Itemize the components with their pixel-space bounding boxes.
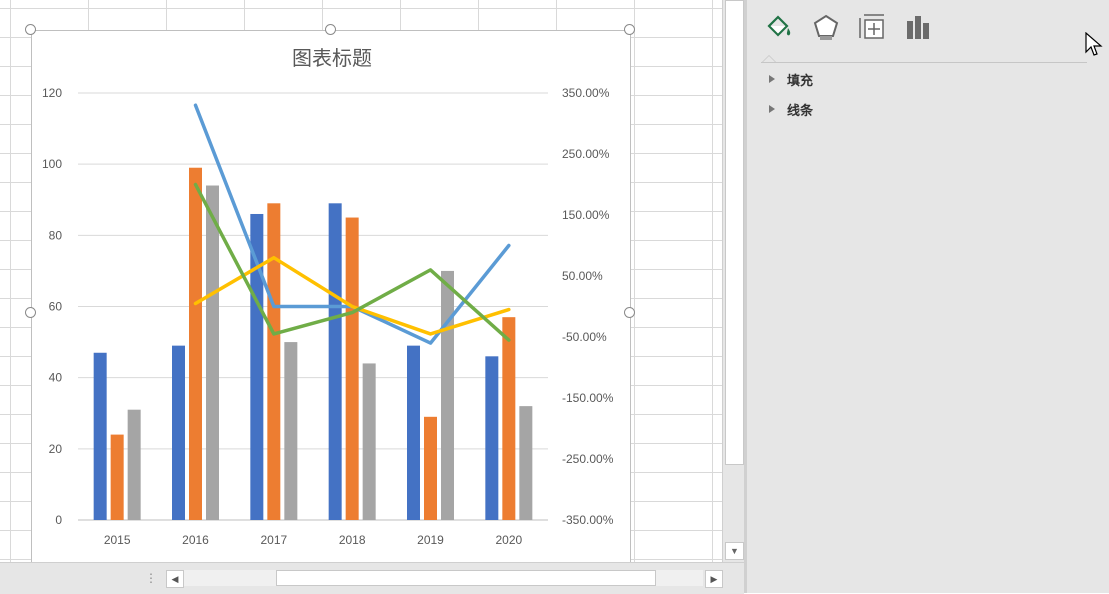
horizontal-scrollbar[interactable]: ⋮ ◀ ▶ [0,562,744,594]
bar [250,213,264,520]
mouse-pointer-icon [1085,32,1103,56]
section-line[interactable]: 线条 [769,99,813,119]
y-tick-label: 0 [55,513,62,527]
y-tick-label: 100 [42,157,62,171]
expand-triangle-icon [769,105,775,113]
bar [189,167,202,520]
vertical-scroll-thumb[interactable] [725,0,744,465]
format-pane: 填充 线条 [747,0,1109,593]
x-tick-label: 2016 [182,533,209,547]
bar [407,345,420,520]
tab-series-options[interactable] [903,12,933,46]
y2-tick-label: 250.00% [562,147,610,161]
bar [519,406,533,520]
y-tick-label: 20 [49,442,63,456]
y2-tick-label: -250.00% [562,452,614,466]
y-tick-label: 60 [49,300,63,314]
bar [284,342,298,520]
series-line [193,182,511,342]
scroll-down-button[interactable]: ▼ [725,542,744,560]
vertical-scrollbar[interactable]: ▼ [722,0,745,562]
scroll-left-button[interactable]: ◀ [166,570,184,588]
bar [267,203,281,520]
bar [424,416,437,520]
resize-handle-middle-left[interactable] [25,307,36,318]
x-tick-label: 2015 [104,533,131,547]
size-properties-icon [859,14,884,39]
y2-tick-label: -50.00% [562,330,607,344]
combo-chart: 图表标题 0 20 40 60 80 100 120 -350.00% -250.00% -150.… [42,46,614,547]
x-tick-label: 2017 [260,533,287,547]
bar [345,217,359,520]
resize-handle-middle-right[interactable] [624,307,635,318]
section-fill-label: 填充 [787,72,814,88]
resize-handle-top-center[interactable] [325,24,336,35]
active-tab-pointer [762,55,776,62]
tab-separator [761,62,1087,63]
bar [362,363,376,520]
series-options-icon [907,16,929,39]
y2-tick-label: -150.00% [562,391,614,405]
tab-effects[interactable] [811,12,841,46]
resize-handle-top-right[interactable] [624,24,635,35]
x-tick-label: 2018 [339,533,366,547]
scroll-right-button[interactable]: ▶ [705,570,723,588]
bar [127,409,141,520]
y2-tick-label: -350.00% [562,513,614,527]
section-line-label: 线条 [787,102,814,118]
y-tick-label: 120 [42,86,62,100]
bar [485,356,499,520]
resize-handle-top-left[interactable] [25,24,36,35]
effects-icon [813,14,839,40]
y2-tick-label: 150.00% [562,208,610,222]
expand-triangle-icon [769,75,775,83]
pane-divider[interactable] [744,0,747,593]
y-tick-label: 80 [49,228,63,242]
x-tick-label: 2020 [495,533,522,547]
horizontal-scroll-thumb[interactable] [276,570,656,586]
y2-tick-label: 350.00% [562,86,610,100]
bar [328,203,342,520]
bar [110,434,124,520]
chart-title: 图表标题 [292,46,372,70]
y-tick-label: 40 [49,371,63,385]
split-grip-icon[interactable]: ⋮ [145,571,157,585]
bar [441,270,454,520]
tab-size-properties[interactable] [857,12,887,46]
series-line [193,255,511,336]
tab-fill-and-line[interactable] [765,12,795,46]
bar [502,317,516,520]
y2-tick-label: 50.00% [562,269,603,283]
bar [93,352,107,520]
bar [206,185,219,520]
x-tick-label: 2019 [417,533,444,547]
chart-area[interactable]: 图表标题 0 20 40 60 80 100 120 -350.00% -250.00% -150.… [31,30,631,570]
section-fill[interactable]: 填充 [769,69,813,89]
bar [172,345,185,520]
fill-and-line-icon [767,15,791,37]
